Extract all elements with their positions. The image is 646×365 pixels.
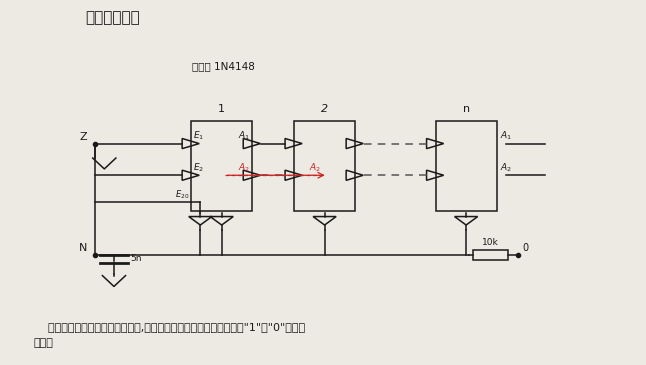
Text: N: N — [79, 243, 87, 254]
Bar — [294, 121, 355, 211]
Text: 0: 0 — [523, 243, 529, 254]
Text: $A_2$: $A_2$ — [500, 161, 512, 174]
Text: n: n — [463, 104, 470, 114]
Bar — [191, 121, 252, 211]
Text: 二进制计数器: 二进制计数器 — [85, 11, 140, 26]
Text: $A_2$: $A_2$ — [238, 161, 250, 174]
Text: 5n: 5n — [130, 254, 141, 264]
Bar — [435, 121, 497, 211]
Text: $A_1$: $A_1$ — [500, 130, 512, 142]
Text: 1: 1 — [218, 104, 225, 114]
Text: $E_1$: $E_1$ — [193, 130, 204, 142]
Text: $A_2$: $A_2$ — [309, 161, 322, 174]
Text: 2: 2 — [321, 104, 328, 114]
Text: 二极管 1N4148: 二极管 1N4148 — [192, 61, 255, 71]
Text: $E_{20}$: $E_{20}$ — [175, 188, 189, 201]
Bar — [473, 250, 508, 260]
Text: $E_2$: $E_2$ — [193, 161, 204, 174]
Text: Z: Z — [79, 132, 87, 142]
Text: 10k: 10k — [482, 238, 499, 247]
Text: $A_1$: $A_1$ — [238, 130, 250, 142]
Text: 本电路由链式双稳态触发器组成,各触发器总是在其前一个触发器由"1"变"0"时改变
状态。: 本电路由链式双稳态触发器组成,各触发器总是在其前一个触发器由"1"变"0"时改变… — [34, 322, 305, 348]
